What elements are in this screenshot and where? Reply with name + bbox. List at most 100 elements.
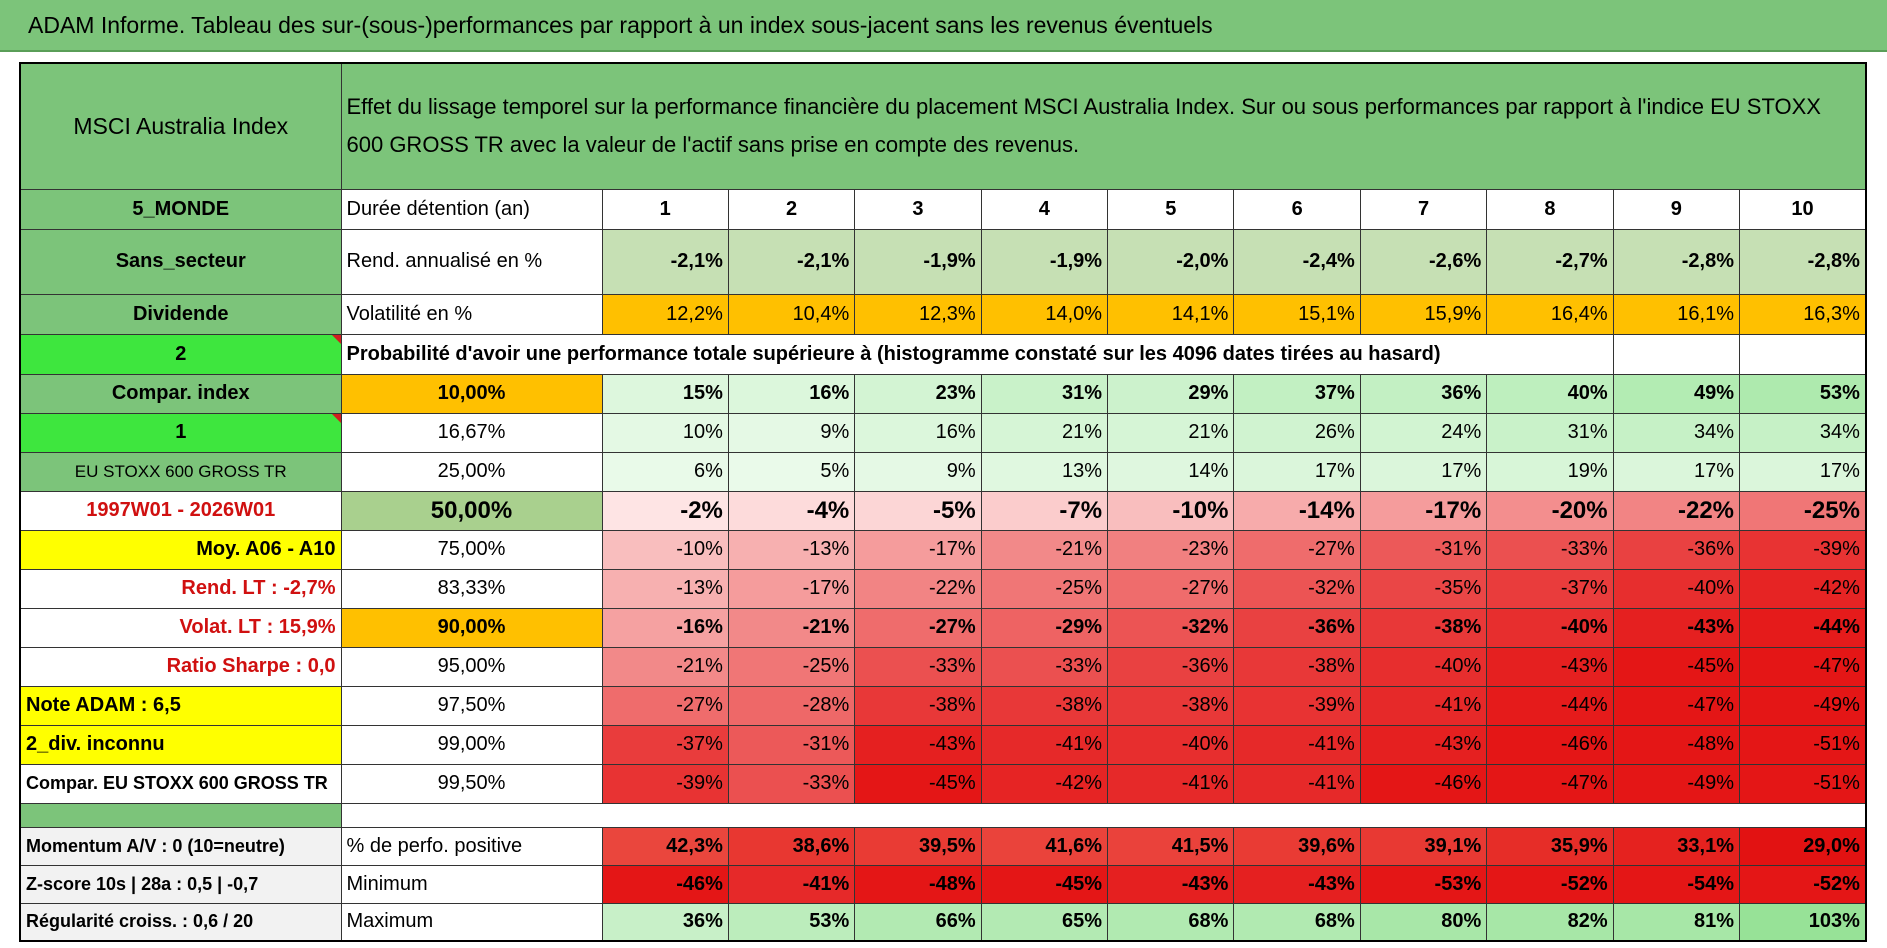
value-cell: 36% bbox=[1359, 373, 1488, 414]
row-metric: 99,00% bbox=[340, 724, 603, 765]
summary-metric: Minimum bbox=[340, 864, 603, 904]
table-row: Ratio Sharpe : 0,0 95,00% -21% -25% -33% -33%… bbox=[19, 646, 1867, 687]
value-cell: -49% bbox=[1612, 763, 1741, 804]
summary-label: Z-score 10s | 28a : 0,5 | -0,7 bbox=[19, 864, 342, 904]
summary-value: -52% bbox=[1739, 864, 1867, 904]
value-cell: -13% bbox=[727, 529, 856, 570]
summary-label: Momentum A/V : 0 (10=neutre) bbox=[19, 826, 342, 866]
empty-cell bbox=[1739, 333, 1867, 375]
summary-value: 39,6% bbox=[1233, 826, 1361, 866]
value-cell: -51% bbox=[1739, 724, 1867, 765]
value-cell: -41% bbox=[1359, 685, 1488, 726]
value-cell: -2,8% bbox=[1612, 228, 1741, 295]
value-cell: 40% bbox=[1486, 373, 1614, 414]
summary-value: 81% bbox=[1612, 902, 1741, 942]
table-row: Compar. EU STOXX 600 GROSS TR 99,50% -39% -… bbox=[19, 763, 1867, 804]
value-cell: 14% bbox=[1107, 451, 1235, 492]
summary-value: 80% bbox=[1359, 902, 1488, 942]
value-cell: 12,2% bbox=[601, 293, 729, 335]
value-cell: 31% bbox=[1486, 412, 1614, 453]
row-metric: Rend. annualisé en % bbox=[340, 228, 603, 295]
value-cell: -5% bbox=[854, 490, 982, 531]
table-row: Moy. A06 - A10 75,00% -10% -13% -17% -21% -23%… bbox=[19, 529, 1867, 570]
value-cell: 15,9% bbox=[1359, 293, 1488, 335]
value-cell: -31% bbox=[1359, 529, 1488, 570]
summary-row: Régularité croiss. : 0,6 / 20 Maximum 36% 5… bbox=[19, 902, 1867, 942]
value-cell: -2% bbox=[601, 490, 729, 531]
row-label: Compar. EU STOXX 600 GROSS TR bbox=[19, 763, 342, 804]
summary-value: 65% bbox=[980, 902, 1109, 942]
row-metric: 16,67% bbox=[340, 412, 603, 453]
summary-value: 35,9% bbox=[1486, 826, 1614, 866]
value-cell: -42% bbox=[1739, 568, 1867, 609]
row-label: Ratio Sharpe : 0,0 bbox=[19, 646, 342, 687]
value-cell: -41% bbox=[1233, 724, 1361, 765]
summary-value: -53% bbox=[1359, 864, 1488, 904]
value-cell: -27% bbox=[1107, 568, 1235, 609]
table-body: MSCI Australia Index Effet du lissage te… bbox=[19, 62, 1867, 942]
value-cell: -37% bbox=[1486, 568, 1614, 609]
summary-value: -45% bbox=[980, 864, 1109, 904]
row-label: Compar. index bbox=[19, 373, 342, 414]
summary-value: -43% bbox=[1107, 864, 1235, 904]
value-cell: 9% bbox=[854, 451, 982, 492]
row-label: 1997W01 - 2026W01 bbox=[19, 490, 342, 531]
value-cell: 15,1% bbox=[1233, 293, 1361, 335]
row-label: 2 bbox=[19, 333, 342, 375]
value-cell: 23% bbox=[854, 373, 982, 414]
value-cell: -16% bbox=[601, 607, 729, 648]
row-metric: 90,00% bbox=[340, 607, 603, 648]
value-cell: -4% bbox=[727, 490, 856, 531]
table-row: Compar. index 10,00% 15% 16% 23% 31% 29% 37% 36%… bbox=[19, 373, 1867, 414]
row-metric: 75,00% bbox=[340, 529, 603, 570]
table-row: 1 16,67% 10% 9% 16% 21% 21% 26% 24% 31% 34% 34% bbox=[19, 412, 1867, 453]
value-cell: -47% bbox=[1486, 763, 1614, 804]
value-cell: -2,1% bbox=[727, 228, 856, 295]
value-cell: -2,1% bbox=[601, 228, 729, 295]
value-cell: -41% bbox=[1107, 763, 1235, 804]
value-cell: -39% bbox=[601, 763, 729, 804]
value-cell: 2 bbox=[727, 188, 856, 230]
summary-label: Régularité croiss. : 0,6 / 20 bbox=[19, 902, 342, 942]
table-row: 2_div. inconnu 99,00% -37% -31% -43% -41% -40%… bbox=[19, 724, 1867, 765]
summary-value: 39,1% bbox=[1359, 826, 1488, 866]
title-bar: ADAM Informe. Tableau des sur-(sous-)per… bbox=[0, 0, 1887, 52]
summary-value: -48% bbox=[854, 864, 982, 904]
summary-value: 41,6% bbox=[980, 826, 1109, 866]
value-cell: 17% bbox=[1233, 451, 1361, 492]
row-metric: Durée détention (an) bbox=[340, 188, 603, 230]
row-label: Sans_secteur bbox=[19, 228, 342, 295]
value-cell: -35% bbox=[1359, 568, 1488, 609]
value-cell: 9 bbox=[1612, 188, 1741, 230]
value-cell: -38% bbox=[980, 685, 1109, 726]
value-cell: 53% bbox=[1739, 373, 1867, 414]
value-cell: 34% bbox=[1612, 412, 1741, 453]
summary-value: -52% bbox=[1486, 864, 1614, 904]
summary-metric: % de perfo. positive bbox=[340, 826, 603, 866]
value-cell: -33% bbox=[980, 646, 1109, 687]
value-cell: -21% bbox=[727, 607, 856, 648]
value-cell: -47% bbox=[1612, 685, 1741, 726]
table-row: Sans_secteur Rend. annualisé en % -2,1% -2,… bbox=[19, 228, 1867, 295]
value-cell: -2,7% bbox=[1486, 228, 1614, 295]
row-metric: 95,00% bbox=[340, 646, 603, 687]
summary-value: -54% bbox=[1612, 864, 1741, 904]
value-cell: -7% bbox=[980, 490, 1109, 531]
value-cell: -43% bbox=[1486, 646, 1614, 687]
value-cell: -22% bbox=[854, 568, 982, 609]
summary-value: -46% bbox=[601, 864, 729, 904]
value-cell: -44% bbox=[1739, 607, 1867, 648]
empty-cell bbox=[1612, 333, 1741, 375]
table-row: Dividende Volatilité en % 12,2% 10,4% 12,3% 1… bbox=[19, 293, 1867, 335]
value-cell: 9% bbox=[727, 412, 856, 453]
value-cell: -14% bbox=[1233, 490, 1361, 531]
value-cell: 17% bbox=[1359, 451, 1488, 492]
value-cell: -21% bbox=[980, 529, 1109, 570]
row-label: 1 bbox=[19, 412, 342, 453]
value-cell: -17% bbox=[727, 568, 856, 609]
value-cell: 17% bbox=[1739, 451, 1867, 492]
value-cell: -44% bbox=[1486, 685, 1614, 726]
value-cell: -36% bbox=[1233, 607, 1361, 648]
summary-value: 53% bbox=[727, 902, 856, 942]
